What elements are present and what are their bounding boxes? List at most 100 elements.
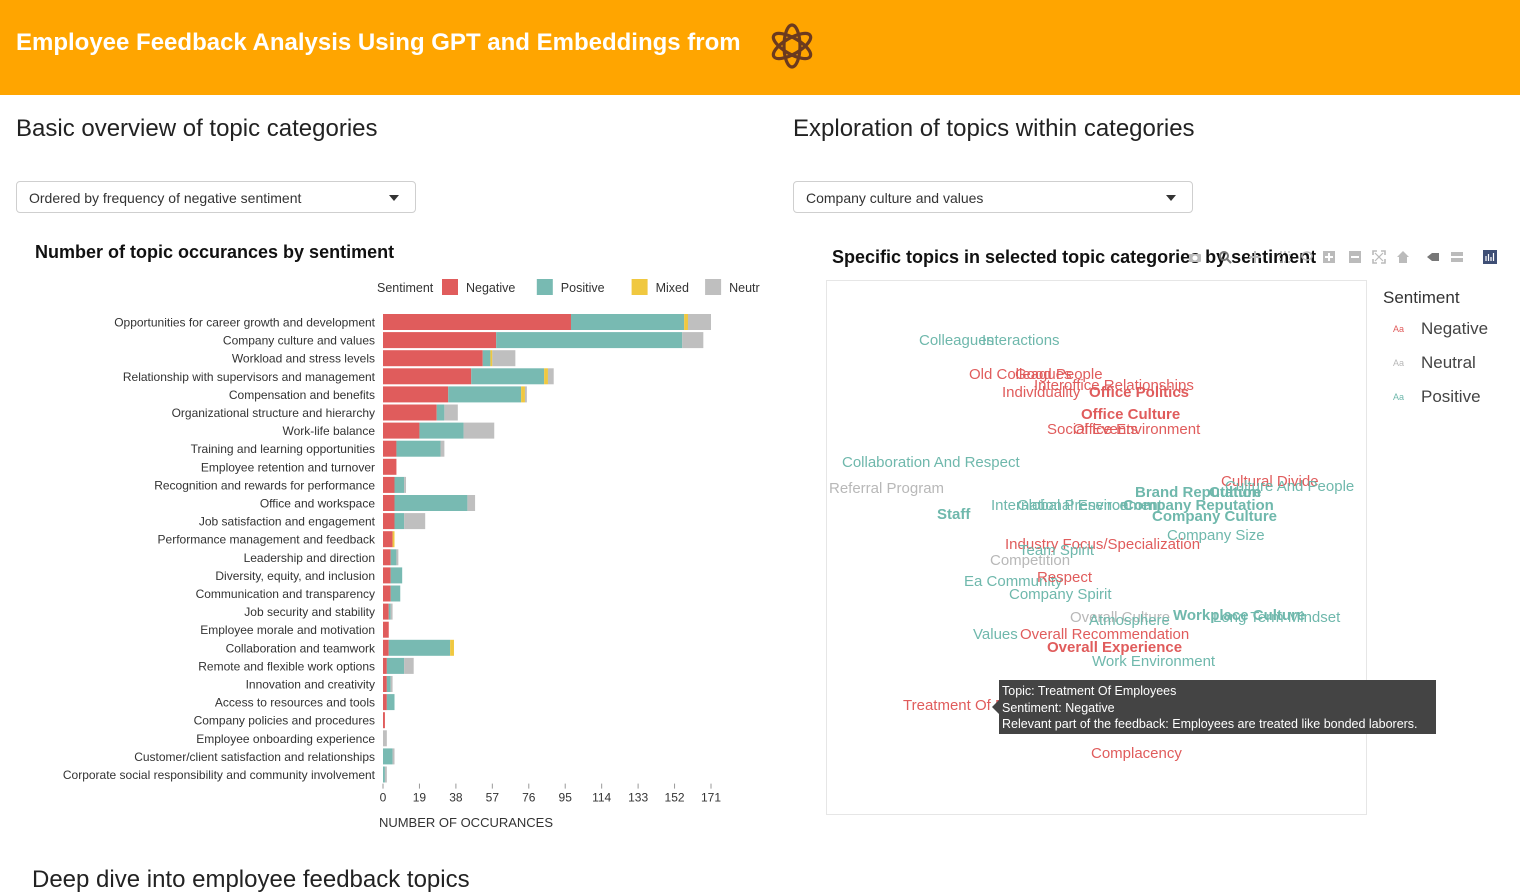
plotly-logo-icon[interactable] [1483, 250, 1497, 264]
bar-neutral[interactable] [404, 657, 414, 674]
bar-neutral[interactable] [384, 766, 387, 783]
bar-negative[interactable] [383, 694, 387, 711]
wordcloud-legend-item-positive[interactable]: Aa Positive [1383, 380, 1488, 414]
bar-mixed[interactable] [521, 386, 525, 403]
wordcloud-word[interactable]: Colleagues [919, 332, 995, 349]
wordcloud-word[interactable]: Overall Experience [1047, 639, 1183, 656]
bar-negative[interactable] [383, 332, 497, 349]
wordcloud-word[interactable]: International Environment [991, 497, 1162, 514]
bar-neutral[interactable] [463, 422, 495, 439]
bar-negative[interactable] [383, 567, 391, 584]
autoscale-icon[interactable] [1372, 250, 1386, 264]
bar-negative[interactable] [383, 621, 389, 638]
bar-positive[interactable] [396, 440, 441, 457]
bar-neutral[interactable] [440, 440, 445, 457]
wordcloud-word[interactable]: Company Spirit [1009, 586, 1112, 603]
bar-positive[interactable] [394, 513, 405, 530]
bar-negative[interactable] [383, 386, 449, 403]
wordcloud-word[interactable]: Collaboration And Respect [842, 454, 1020, 471]
bar-negative[interactable] [383, 639, 389, 656]
bar-mixed[interactable] [684, 314, 688, 330]
wordcloud-word[interactable]: Complacency [1091, 745, 1182, 762]
zoom-icon[interactable] [1218, 250, 1232, 264]
ordering-dropdown[interactable]: Ordered by frequency of negative sentime… [16, 181, 416, 213]
compare-hover-icon[interactable] [1450, 250, 1464, 264]
bar-neutral[interactable] [492, 350, 516, 367]
bar-positive[interactable] [471, 368, 545, 385]
bar-neutral[interactable] [467, 495, 476, 511]
bar-negative[interactable] [383, 657, 387, 674]
wordcloud-word[interactable]: Interactions [982, 332, 1060, 349]
bar-positive[interactable] [383, 766, 385, 783]
box-select-icon[interactable] [1278, 250, 1292, 264]
bar-neutral[interactable] [390, 676, 393, 692]
bar-neutral[interactable] [404, 476, 407, 493]
wordcloud-word[interactable]: Industry Focus/Specialization [1005, 536, 1201, 553]
bar-positive[interactable] [482, 350, 491, 367]
bar-negative[interactable] [383, 368, 472, 385]
wordcloud-word[interactable]: Team Spirit [1019, 542, 1095, 559]
wordcloud-word[interactable]: Long Term Mindset [1213, 609, 1341, 626]
bar-positive[interactable] [386, 694, 395, 711]
wordcloud-word[interactable]: Company Size [1167, 527, 1265, 544]
bar-negative[interactable] [383, 712, 385, 729]
wordcloud-word[interactable]: Culture And People [1225, 478, 1355, 495]
wordcloud-legend-item-neutral[interactable]: Aa Neutral [1383, 346, 1488, 380]
bar-positive[interactable] [386, 676, 391, 692]
wordcloud-word[interactable]: Culture [1209, 484, 1262, 501]
bar-negative[interactable] [383, 422, 420, 439]
category-dropdown[interactable]: Company culture and values [793, 181, 1193, 213]
wordcloud-word[interactable]: Referral Program [829, 480, 945, 497]
wordcloud-word[interactable]: Social Events [1047, 421, 1138, 438]
bar-positive[interactable] [570, 314, 685, 330]
wordcloud-word[interactable]: Office Culture [1081, 406, 1181, 423]
bar-neutral[interactable] [687, 314, 711, 330]
bar-positive[interactable] [386, 657, 405, 674]
wordcloud-word[interactable]: Office Politics [1089, 384, 1190, 401]
bar-positive[interactable] [436, 404, 445, 421]
wordcloud-word[interactable]: Individuality [1002, 384, 1081, 401]
wordcloud-word[interactable]: Overall Recommendation [1020, 626, 1190, 643]
spike-lines-icon[interactable] [1426, 250, 1440, 264]
bar-neutral[interactable] [390, 603, 393, 620]
bar-neutral[interactable] [396, 549, 399, 566]
lasso-icon[interactable] [1300, 250, 1314, 264]
wordcloud-word[interactable]: Ea Community [964, 573, 1063, 590]
bar-neutral[interactable] [524, 386, 527, 403]
bar-negative[interactable] [383, 440, 397, 457]
wordcloud-word[interactable]: Respect [1037, 569, 1093, 586]
wordcloud-word[interactable]: Good People [1015, 366, 1103, 383]
bar-negative[interactable] [383, 603, 389, 620]
bar-positive[interactable] [394, 495, 468, 511]
wordcloud-word[interactable]: Overall Culture [1070, 609, 1171, 626]
wordcloud-word[interactable]: Values [973, 626, 1018, 643]
bar-positive[interactable] [390, 585, 401, 602]
bar-positive[interactable] [448, 386, 522, 403]
bar-mixed[interactable] [392, 531, 395, 548]
bar-positive[interactable] [394, 476, 405, 493]
bar-negative[interactable] [383, 585, 391, 602]
camera-icon[interactable] [1188, 250, 1202, 264]
bar-positive[interactable] [496, 332, 683, 349]
bar-negative[interactable] [383, 495, 395, 511]
bar-neutral[interactable] [383, 730, 387, 747]
pan-icon[interactable] [1248, 250, 1262, 264]
bar-neutral[interactable] [392, 748, 395, 765]
wordcloud-word[interactable]: Company Culture [1152, 508, 1278, 525]
bar-mixed[interactable] [490, 350, 493, 367]
wordcloud-word[interactable]: Office Environment [1073, 421, 1201, 438]
wordcloud-word[interactable]: Cultural Divide [1221, 473, 1319, 490]
wordcloud-word[interactable]: Company Reputation [1123, 497, 1274, 514]
bar-positive[interactable] [388, 639, 451, 656]
zoom-in-icon[interactable] [1322, 250, 1336, 264]
bar-negative[interactable] [383, 531, 393, 548]
bar-positive[interactable] [390, 567, 403, 584]
bar-negative[interactable] [383, 458, 397, 475]
wordcloud-word[interactable]: Interoffice Relationships [1034, 377, 1194, 394]
bar-neutral[interactable] [444, 404, 458, 421]
wordcloud-word[interactable]: Work Environment [1092, 653, 1216, 670]
zoom-out-icon[interactable] [1348, 250, 1362, 264]
bar-positive[interactable] [388, 603, 391, 620]
home-icon[interactable] [1396, 250, 1410, 264]
wordcloud-word[interactable]: Staff [937, 506, 971, 523]
